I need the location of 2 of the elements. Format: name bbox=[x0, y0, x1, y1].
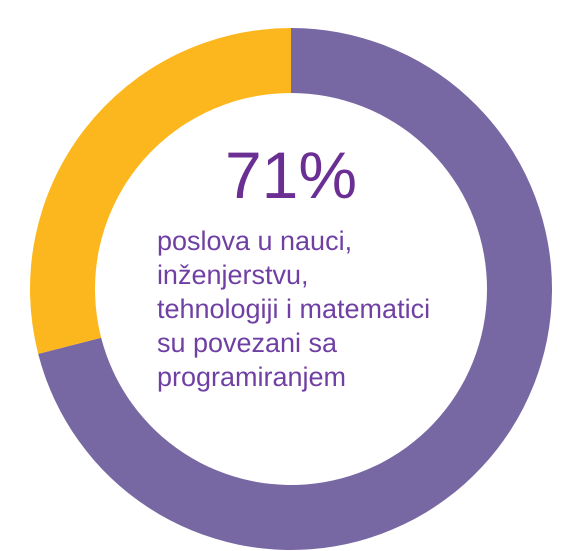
data-label: 71% bbox=[224, 138, 358, 212]
text: poslova u nauci, inženjerstvu, tehnologiji i matematici su povezani sa programiranjem bbox=[156, 226, 430, 392]
